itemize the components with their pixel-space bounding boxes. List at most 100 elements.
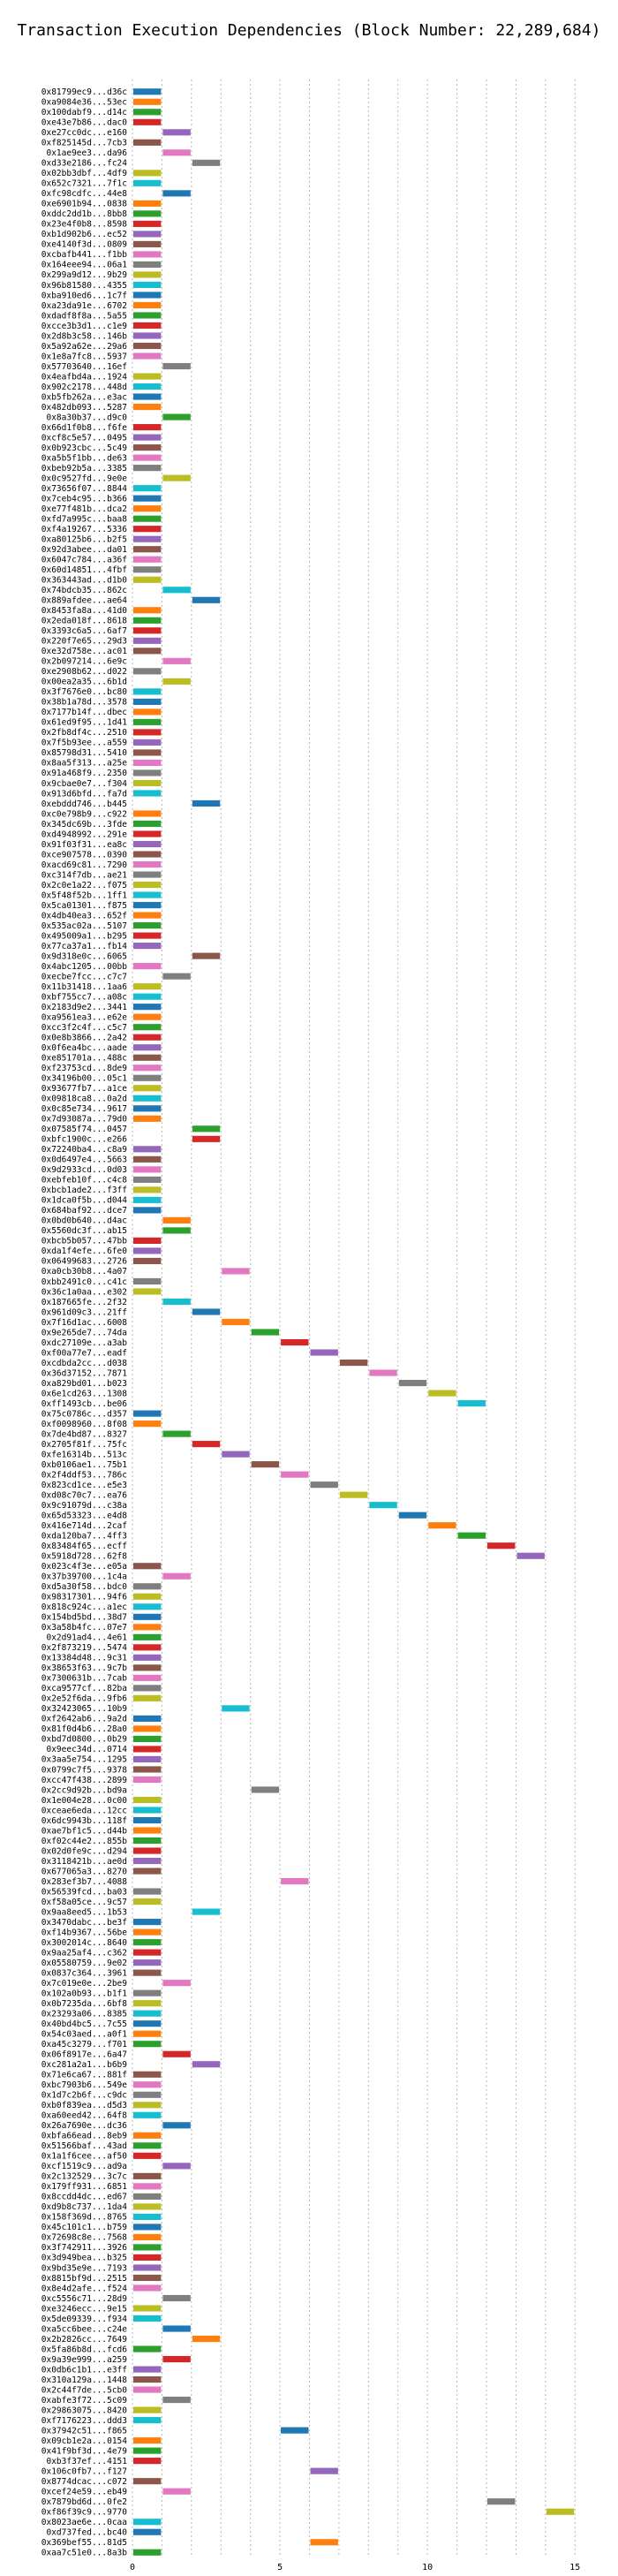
dependency-bar bbox=[133, 1715, 162, 1722]
y-tick-label: 0x5f48f52b...1ff1 bbox=[41, 890, 128, 900]
y-tick-label: 0x535ac02a...5107 bbox=[41, 921, 127, 931]
y-tick-label: 0x0e8b3866...2a42 bbox=[41, 1034, 127, 1043]
dependency-bar bbox=[192, 159, 221, 166]
dependency-bar bbox=[162, 2122, 191, 2129]
dependency-bar bbox=[133, 891, 162, 898]
dependency-bar bbox=[133, 200, 162, 207]
dependency-bar bbox=[133, 2102, 162, 2109]
y-tick-label: 0x5918d728...62f8 bbox=[41, 1552, 128, 1562]
dependency-bar bbox=[133, 1989, 162, 1996]
dependency-bar bbox=[133, 1837, 162, 1845]
dependency-bar bbox=[133, 1644, 162, 1651]
dependency-bar bbox=[133, 1166, 162, 1173]
y-tick-label: 0x57703640...16ef bbox=[41, 362, 127, 372]
y-tick-label: 0xf00a77e7...eadf bbox=[41, 1348, 127, 1358]
dependency-bar bbox=[281, 1471, 309, 1478]
y-tick-label: 0x2c0e1a22...f075 bbox=[41, 881, 127, 890]
dependency-bar bbox=[310, 1481, 338, 1489]
y-tick-label: 0xc314f7db...ae21 bbox=[41, 870, 128, 880]
y-tick-label: 0x2b097214...6e9c bbox=[41, 657, 127, 667]
dependency-bar bbox=[133, 373, 162, 380]
y-tick-label: 0x65d53323...e4d8 bbox=[41, 1511, 128, 1520]
y-tick-label: 0x98317301...94f6 bbox=[41, 1593, 128, 1602]
y-tick-label: 0x0b7235da...6bf8 bbox=[41, 1999, 128, 2009]
y-tick-label: 0x81f0d4b6...28a0 bbox=[41, 1724, 128, 1734]
dependency-bar bbox=[133, 383, 162, 390]
y-tick-label: 0xa5cc6bee...c24e bbox=[41, 2324, 128, 2334]
dependency-bar bbox=[487, 2498, 516, 2505]
y-tick-label: 0x187665fe...2f32 bbox=[41, 1298, 127, 1307]
y-tick-label: 0xebddd746...b445 bbox=[41, 799, 127, 809]
dependency-bar bbox=[133, 1085, 162, 1092]
dependency-bar bbox=[133, 1694, 162, 1701]
dependency-bar bbox=[133, 1095, 162, 1102]
y-tick-label: 0x0d6497e4...5663 bbox=[41, 1155, 127, 1165]
y-tick-label: 0x37942c51...f865 bbox=[41, 2426, 127, 2436]
y-tick-label: 0x07585f74...0457 bbox=[41, 1125, 127, 1134]
dependency-bar bbox=[133, 434, 162, 441]
dependency-bar bbox=[133, 2224, 162, 2231]
dependency-bar bbox=[133, 2233, 162, 2240]
y-tick-label: 0x3118421b...ae0d bbox=[41, 1857, 127, 1867]
y-tick-label: 0x7de4bd87...8327 bbox=[41, 1429, 127, 1439]
y-tick-label: 0xae7bf1c5...d44b bbox=[41, 1826, 128, 1836]
dependency-bar bbox=[133, 1257, 162, 1265]
dependency-bar bbox=[133, 139, 162, 146]
y-tick-label: 0x5de09339...f934 bbox=[41, 2315, 128, 2324]
y-tick-label: 0x72240ba4...c8a9 bbox=[41, 1145, 128, 1155]
dependency-bar bbox=[133, 240, 162, 247]
y-tick-label: 0xaa7c51e0...8a3b bbox=[41, 2549, 128, 2558]
y-tick-label: 0xf2642ab6...9a2d bbox=[41, 1715, 127, 1724]
dependency-bar bbox=[133, 1593, 162, 1600]
y-tick-label: 0xfe16314b...513c bbox=[41, 1450, 127, 1459]
dependency-bar bbox=[133, 2193, 162, 2200]
y-tick-label: 0x73656f07...8844 bbox=[41, 484, 128, 494]
y-tick-label: 0xce907578...0390 bbox=[41, 850, 128, 860]
dependency-bar bbox=[162, 657, 191, 664]
dependency-bar bbox=[133, 261, 162, 268]
y-tick-label: 0x06f8917e...6a47 bbox=[41, 2050, 127, 2060]
dependency-bar bbox=[162, 1298, 191, 1306]
y-tick-label: 0x72698c8e...7568 bbox=[41, 2233, 128, 2243]
y-tick-label: 0x823cd1ce...e5e3 bbox=[41, 1481, 127, 1490]
y-tick-label: 0xda1f4efe...6fe0 bbox=[41, 1246, 128, 1256]
y-tick-label: 0xbeb92b5a...3385 bbox=[41, 464, 127, 474]
y-tick-label: 0xbfa66ead...8eb9 bbox=[41, 2132, 128, 2141]
dependency-bar bbox=[133, 2254, 162, 2262]
y-tick-label: 0x92d3abee...da01 bbox=[41, 545, 128, 555]
y-tick-label: 0xa9084e36...53ec bbox=[41, 98, 127, 108]
dependency-bar bbox=[133, 851, 162, 858]
dependency-bar bbox=[133, 2213, 162, 2220]
y-tick-label: 0x51566baf...43ad bbox=[41, 2141, 127, 2151]
dependency-bar bbox=[133, 2417, 162, 2424]
y-tick-label: 0xe3246ecc...9e15 bbox=[41, 2304, 127, 2314]
dependency-bar bbox=[133, 2172, 162, 2179]
dependency-bar bbox=[133, 1898, 162, 1905]
dependency-bar bbox=[133, 1074, 162, 1081]
y-tick-label: 0xcf8c5e57...0495 bbox=[41, 433, 127, 443]
dependency-bar bbox=[133, 1725, 162, 1732]
y-tick-label: 0x23e4f0b8...8598 bbox=[41, 220, 128, 230]
y-tick-label: 0x93677fb7...a1ce bbox=[41, 1084, 128, 1094]
dependency-bar bbox=[133, 1247, 162, 1254]
y-tick-label: 0xa60eed42...64f8 bbox=[41, 2111, 128, 2121]
y-tick-label: 0xe32d758e...ac01 bbox=[41, 647, 128, 656]
y-tick-label: 0xd33e2186...fc24 bbox=[41, 159, 128, 169]
dependency-bar bbox=[133, 526, 162, 533]
dependency-bar bbox=[133, 271, 162, 278]
y-tick-label: 0x9d2933cd...0d03 bbox=[41, 1165, 127, 1175]
y-tick-label: 0xa829bd01...b023 bbox=[41, 1379, 127, 1389]
dependency-bar bbox=[162, 129, 191, 136]
y-tick-label: 0xddc2dd1b...8bb8 bbox=[41, 209, 128, 219]
dependency-bar bbox=[133, 2244, 162, 2251]
dependency-bar bbox=[281, 1338, 309, 1346]
y-tick-label: 0x369bef55...81d5 bbox=[41, 2538, 127, 2548]
dependency-bar bbox=[133, 739, 162, 746]
y-tick-label: 0x9d318e0c...6065 bbox=[41, 951, 127, 961]
grid-lines bbox=[132, 80, 576, 2557]
dependency-bar bbox=[133, 932, 162, 939]
dependency-bar bbox=[133, 1583, 162, 1590]
y-tick-label: 0x13384d48...9c31 bbox=[41, 1654, 128, 1663]
dependency-bar bbox=[133, 1755, 162, 1763]
y-tick-label: 0x40bd4bc5...7c55 bbox=[41, 2019, 127, 2029]
